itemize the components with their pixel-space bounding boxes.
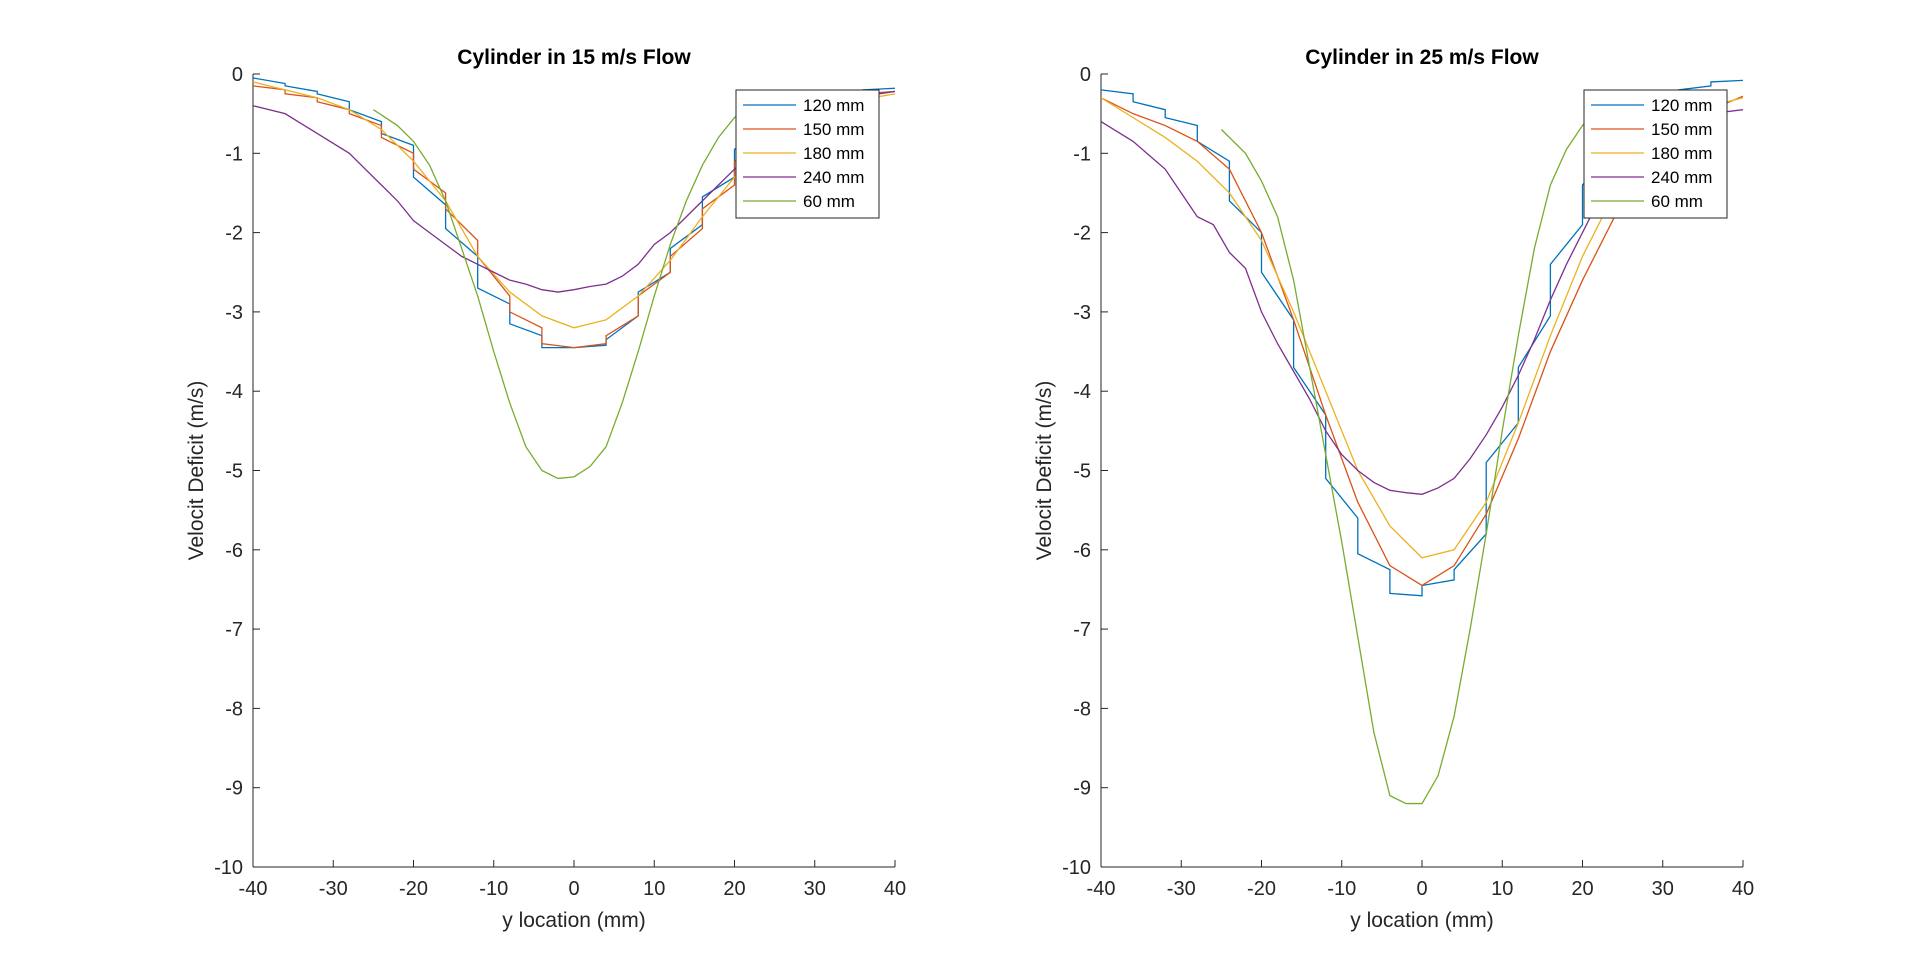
legend: 120 mm 150 mm 180 mm 240 mm 60 mm bbox=[735, 89, 880, 219]
x-tick-label: 20 bbox=[1571, 878, 1593, 900]
x-tick-label: -20 bbox=[1247, 878, 1276, 900]
x-axis-label: y location (mm) bbox=[1350, 909, 1494, 932]
legend: 120 mm 150 mm 180 mm 240 mm 60 mm bbox=[1583, 89, 1728, 219]
x-tick-label: 30 bbox=[1652, 878, 1674, 900]
x-axis-label: y location (mm) bbox=[502, 909, 646, 932]
x-tick-label: 0 bbox=[568, 878, 579, 900]
x-tick-label: -10 bbox=[479, 878, 508, 900]
y-tick-label: -1 bbox=[225, 143, 243, 165]
x-tick-label: -20 bbox=[399, 878, 428, 900]
x-tick-label: -40 bbox=[239, 878, 268, 900]
x-tick-label: 10 bbox=[1491, 878, 1513, 900]
legend-label: 150 mm bbox=[1651, 120, 1712, 139]
legend-label: 180 mm bbox=[803, 144, 864, 163]
chart-title: Cylinder in 25 m/s Flow bbox=[1305, 46, 1539, 69]
legend-label: 60 mm bbox=[1651, 192, 1703, 211]
y-tick-label: -3 bbox=[225, 302, 243, 324]
legend-label: 120 mm bbox=[1651, 96, 1712, 115]
y-tick-label: 0 bbox=[232, 64, 243, 86]
y-tick-label: -4 bbox=[225, 381, 243, 403]
chart-panel-2: -40 -30 -20 -10 0 10 20 30 40 0 -1 -2 -3 -4 -5 -6 -7 -8 -9… bbox=[1033, 46, 1754, 932]
legend-label: 240 mm bbox=[803, 168, 864, 187]
x-tick-label: 20 bbox=[723, 878, 745, 900]
y-axis-label: Velocit Deficit (m/s) bbox=[1033, 381, 1056, 561]
y-tick-label: -2 bbox=[225, 223, 243, 245]
x-tick-label: 10 bbox=[643, 878, 665, 900]
legend-label: 180 mm bbox=[1651, 144, 1712, 163]
x-tick-label: -40 bbox=[1087, 878, 1116, 900]
legend-label: 60 mm bbox=[803, 192, 855, 211]
y-tick-label: -6 bbox=[1073, 540, 1091, 562]
legend-label: 120 mm bbox=[803, 96, 864, 115]
y-tick-label: -7 bbox=[225, 619, 243, 641]
y-tick-label: -10 bbox=[214, 857, 243, 879]
chart-title: Cylinder in 15 m/s Flow bbox=[457, 46, 691, 69]
y-tick-label: -8 bbox=[1073, 698, 1091, 720]
y-tick-label: -5 bbox=[225, 461, 243, 483]
y-tick-label: -10 bbox=[1062, 857, 1091, 879]
y-tick-label: 0 bbox=[1080, 64, 1091, 86]
y-axis-label: Velocit Deficit (m/s) bbox=[185, 381, 208, 561]
y-tick-label: -7 bbox=[1073, 619, 1091, 641]
chart-panel-1: -40 -30 -20 -10 0 10 20 30 40 0 -1 -2 -3 -4 -5 -6 -7 -8 -9… bbox=[185, 46, 906, 932]
legend-label: 240 mm bbox=[1651, 168, 1712, 187]
x-tick-label: 30 bbox=[804, 878, 826, 900]
y-tick-label: -9 bbox=[225, 778, 243, 800]
x-tick-label: 40 bbox=[884, 878, 906, 900]
x-tick-label: -10 bbox=[1327, 878, 1356, 900]
series-line-60-mm bbox=[373, 93, 783, 480]
y-tick-label: -3 bbox=[1073, 302, 1091, 324]
x-tick-label: -30 bbox=[1167, 878, 1196, 900]
y-tick-label: -8 bbox=[225, 698, 243, 720]
y-tick-label: -2 bbox=[1073, 223, 1091, 245]
y-tick-label: -6 bbox=[225, 540, 243, 562]
legend-box bbox=[1583, 89, 1728, 219]
legend-label: 150 mm bbox=[803, 120, 864, 139]
x-tick-label: 0 bbox=[1416, 878, 1427, 900]
series-line-60-mm bbox=[1220, 93, 1631, 805]
y-tick-label: -5 bbox=[1073, 461, 1091, 483]
x-tick-label: -30 bbox=[319, 878, 348, 900]
legend-box bbox=[735, 89, 880, 219]
x-tick-label: 40 bbox=[1732, 878, 1754, 900]
y-tick-label: -4 bbox=[1073, 381, 1091, 403]
y-tick-label: -9 bbox=[1073, 778, 1091, 800]
y-tick-label: -1 bbox=[1073, 143, 1091, 165]
